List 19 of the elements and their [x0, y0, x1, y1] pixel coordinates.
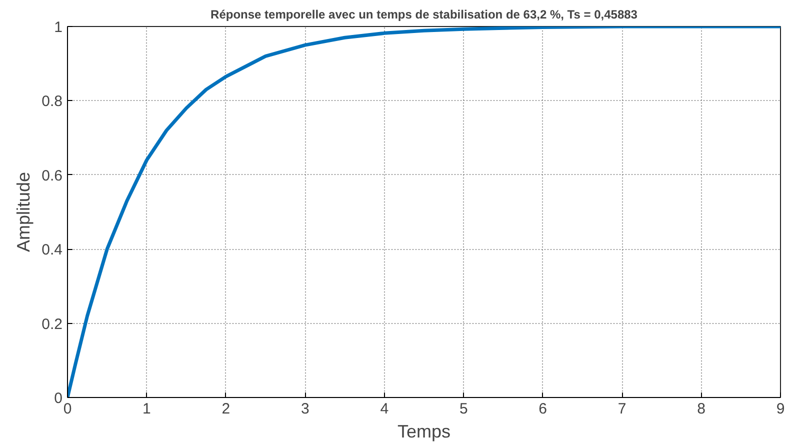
- x-tick-label: 6: [538, 400, 548, 418]
- x-tick-label: 7: [618, 400, 626, 418]
- y-tick-label: 1: [54, 19, 62, 36]
- x-tick-label: 9: [776, 400, 785, 418]
- y-axis-title: Amplitude: [14, 172, 34, 252]
- y-tick-label: 0.2: [42, 316, 63, 333]
- y-tick-label: 0: [54, 390, 62, 407]
- y-tick-label: 0.8: [42, 93, 63, 110]
- x-tick-label: 3: [300, 400, 310, 418]
- x-axis-title: Temps: [397, 422, 451, 442]
- x-tick-label: 1: [142, 400, 151, 418]
- x-tick-label: 8: [697, 400, 706, 418]
- x-tick-label: 4: [380, 400, 389, 418]
- x-tick-label: 2: [222, 400, 230, 418]
- chart-title: Réponse temporelle avec un temps de stabilisation de 63,2 %, Ts = 0,45883: [210, 8, 638, 22]
- y-tick-label: 0.4: [42, 242, 63, 259]
- y-tick-label: 0.6: [42, 167, 63, 184]
- line-series: [68, 26, 780, 398]
- x-tick-label: 5: [459, 400, 468, 418]
